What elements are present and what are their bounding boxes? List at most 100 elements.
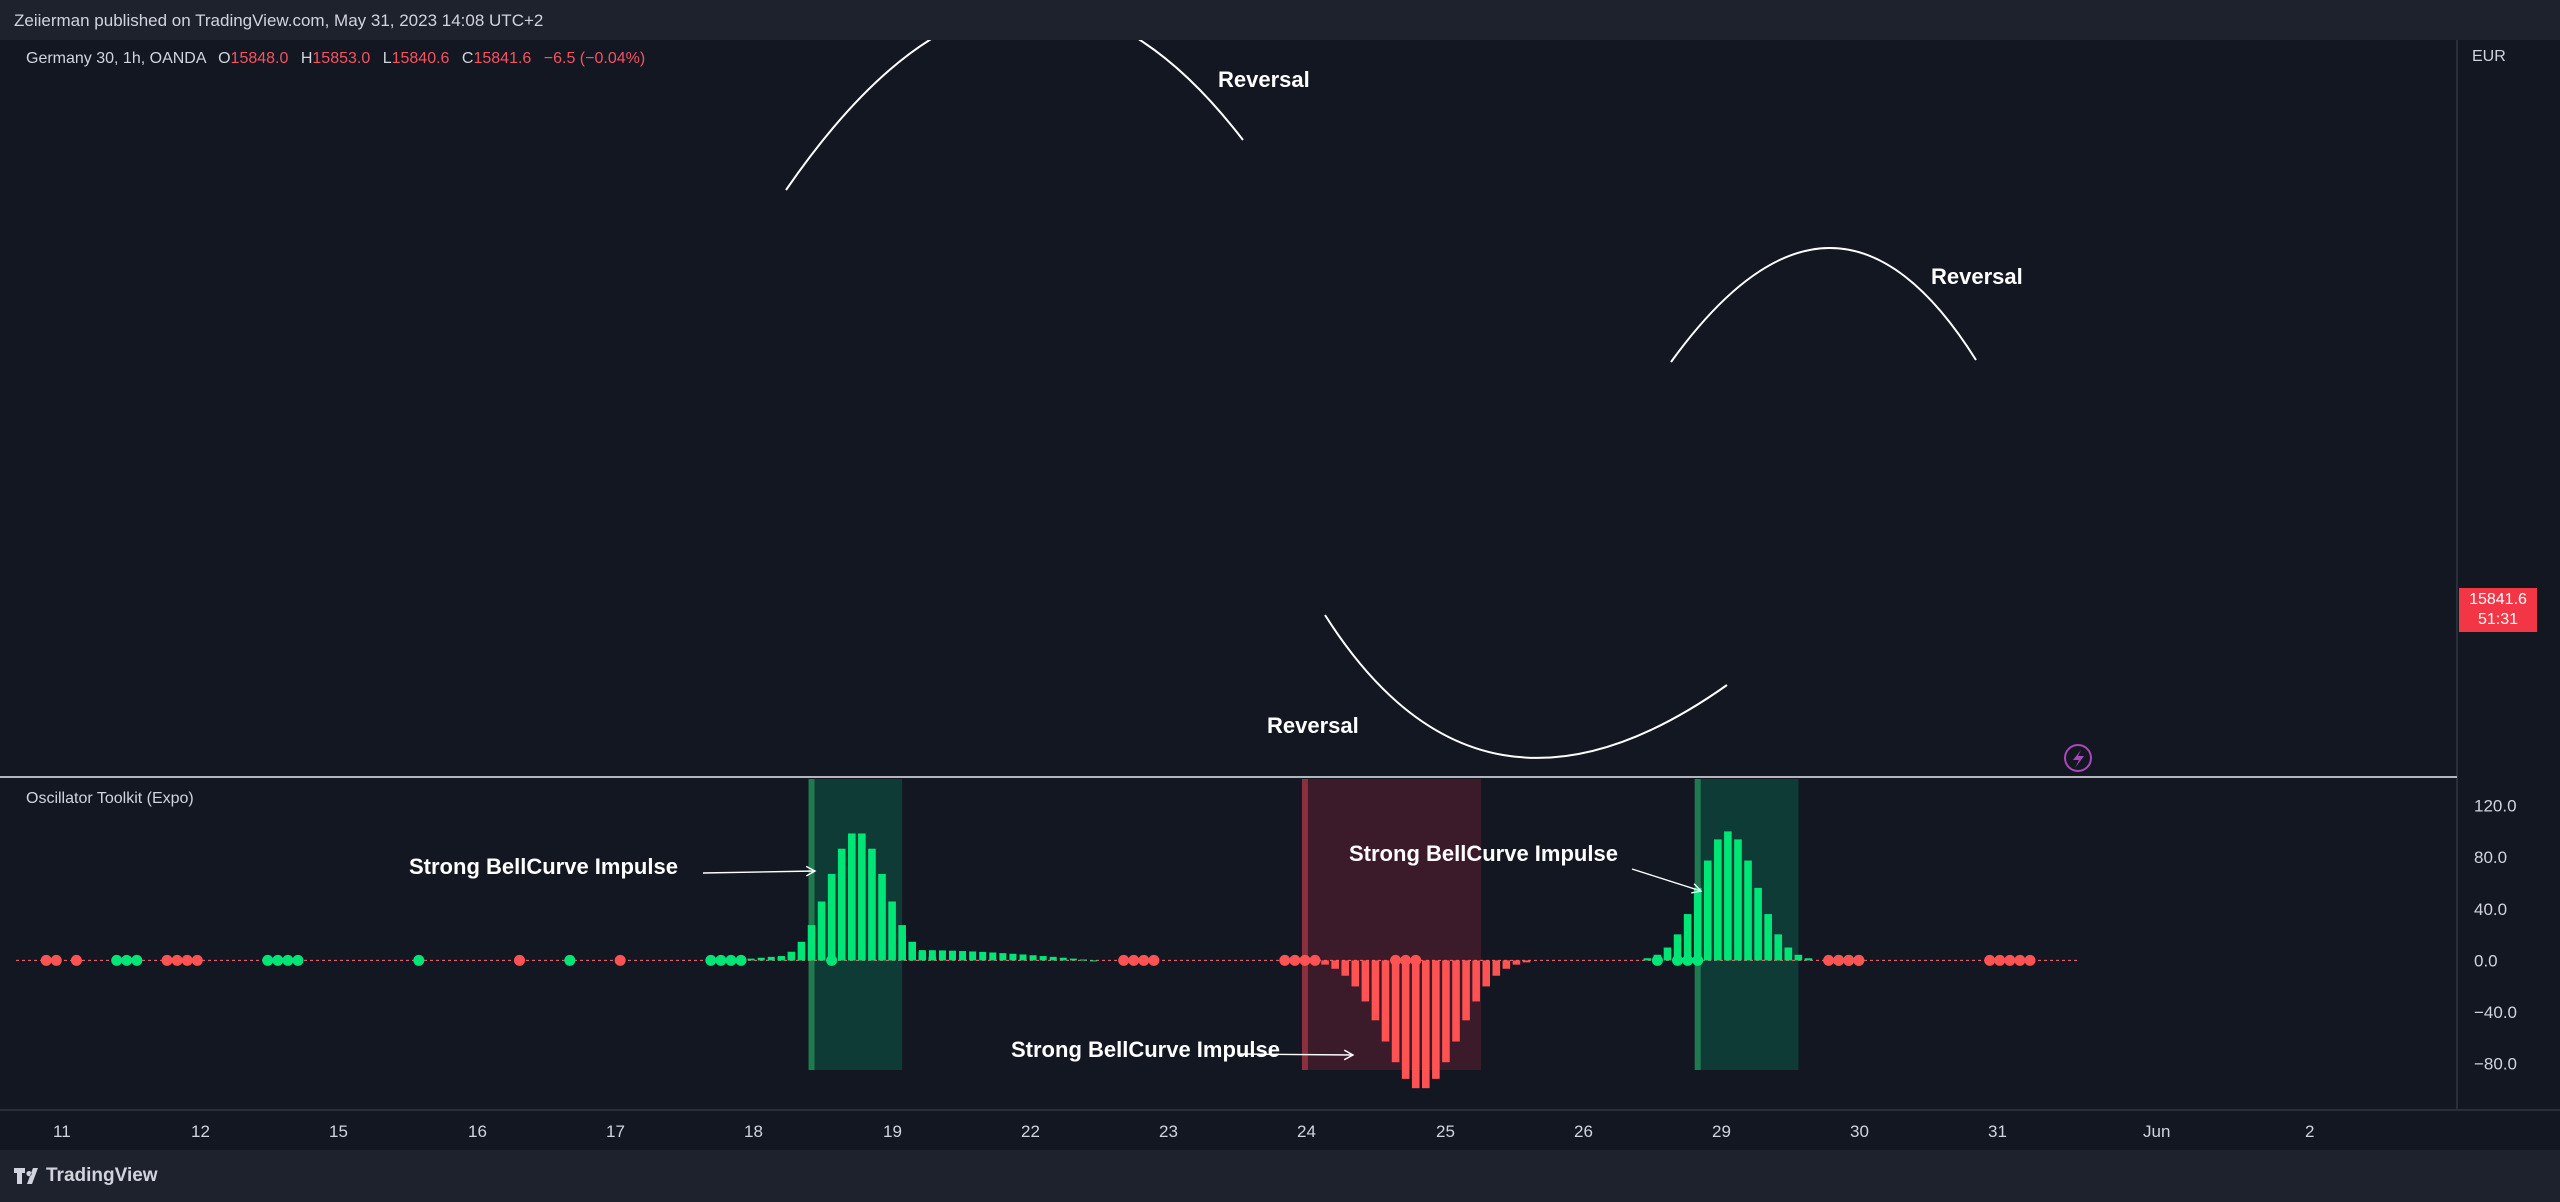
bull-signal-dot <box>413 954 425 966</box>
impulse-label-1: Strong BellCurve Impulse <box>409 854 678 879</box>
oscillator-bar <box>918 951 927 961</box>
top-bar: Zeiierman published on TradingView.com, … <box>0 0 2560 40</box>
impulse-arrowhead-1 <box>805 865 817 877</box>
time-tick-label: 15 <box>329 1122 348 1141</box>
oscillator-bar <box>1351 960 1360 987</box>
oscillator-bar <box>777 956 786 961</box>
bull-signal-dot <box>272 954 284 966</box>
time-tick-label: 12 <box>191 1122 210 1141</box>
oscillator-bar <box>1492 960 1501 976</box>
oscillator-bar <box>949 950 957 961</box>
bull-signal-dot <box>564 954 576 966</box>
oscillator-bar <box>959 951 967 961</box>
currency-label[interactable]: EUR <box>2472 48 2506 65</box>
bull-signal-dot <box>705 954 717 966</box>
oscillator-bar <box>868 848 876 961</box>
impulse-label-2: Strong BellCurve Impulse <box>1349 841 1618 866</box>
oscillator-bar <box>1693 887 1702 961</box>
oscillator-bar <box>1089 960 1097 962</box>
oscillator-bar <box>1029 955 1037 961</box>
oscillator-bar <box>999 953 1007 961</box>
bull-signal-dot <box>1672 954 1684 966</box>
bull-signal-dot <box>292 954 304 966</box>
chart-area[interactable]: ReversalReversalReversal16350.016300.016… <box>0 5 2560 1150</box>
oscillator-bar <box>1049 956 1057 961</box>
oscillator-bar <box>1663 947 1672 961</box>
time-tick-label: 30 <box>1850 1122 1869 1141</box>
oscillator-bar <box>757 957 765 961</box>
symbol-legend[interactable]: Germany 30, 1h, OANDA O15848.0 H15853.0 … <box>26 50 645 68</box>
bull-signal-dot <box>725 954 737 966</box>
oscillator-bar <box>1754 887 1762 961</box>
oscillator-tick-label: 80.0 <box>2474 848 2507 867</box>
reversal-label-1: Reversal <box>1218 67 1310 92</box>
time-tick-label: 17 <box>606 1122 625 1141</box>
bull-signal-dot <box>111 954 123 966</box>
oscillator-bar <box>1381 960 1390 1042</box>
bear-signal-dot <box>2014 954 2026 966</box>
impulse-arrowhead-3 <box>1343 1049 1355 1061</box>
bull-signal-dot <box>1692 954 1704 966</box>
bear-signal-dot <box>1984 954 1996 966</box>
time-tick-label: 26 <box>1574 1122 1593 1141</box>
oscillator-bar <box>1673 934 1682 961</box>
oscillator-bar <box>969 951 977 961</box>
oscillator-bar <box>848 833 856 961</box>
low-value: 15840.6 <box>391 50 450 67</box>
bear-signal-dot <box>1410 954 1422 966</box>
oscillator-bar <box>979 951 987 961</box>
time-tick-label: 18 <box>744 1122 763 1141</box>
oscillator-bar <box>1422 960 1430 1089</box>
time-tick-label: 11 <box>53 1122 71 1141</box>
time-tick-label: 23 <box>1159 1122 1178 1141</box>
tradingview-brand[interactable]: TradingView <box>46 1165 158 1186</box>
bull-signal-dot <box>1682 954 1694 966</box>
time-tick-label: 19 <box>883 1122 902 1141</box>
bear-signal-dot <box>191 954 203 966</box>
time-tick-label: Jun <box>2143 1122 2170 1141</box>
oscillator-bar <box>1009 953 1017 961</box>
oscillator-bar <box>1703 860 1712 961</box>
last-price-badge: 15841.6 51:31 <box>2459 588 2537 632</box>
oscillator-bar <box>1643 958 1652 961</box>
indicator-title[interactable]: Oscillator Toolkit (Expo) <box>26 790 194 807</box>
impulse-zone-edge-2 <box>1301 779 1308 1070</box>
oscillator-bar <box>1442 960 1450 1063</box>
oscillator-bar <box>908 941 917 961</box>
time-tick-label: 29 <box>1712 1122 1731 1141</box>
open-label: O <box>218 50 231 67</box>
oscillator-bar <box>817 901 826 961</box>
oscillator-bar <box>1391 960 1400 1063</box>
oscillator-bar <box>1452 960 1460 1042</box>
bear-signal-dot <box>1843 954 1855 966</box>
impulse-zone-1 <box>811 779 903 1070</box>
oscillator-bar <box>928 956 937 961</box>
bar-countdown: 51:31 <box>2477 611 2519 628</box>
oscillator-bar <box>1462 960 1470 1021</box>
oscillator-bar <box>1502 960 1511 969</box>
oscillator-bar <box>1522 960 1531 963</box>
high-value: 15853.0 <box>312 50 371 67</box>
oscillator-tick-label: 120.0 <box>2474 797 2517 816</box>
bear-signal-dot <box>514 954 525 966</box>
oscillator-bar <box>989 952 997 961</box>
chart-svg[interactable]: ReversalReversalReversal16350.016300.016… <box>0 5 2560 1150</box>
oscillator-bar <box>837 848 846 961</box>
oscillator-bar <box>1744 860 1752 961</box>
bull-signal-dot <box>131 954 143 966</box>
oscillator-bar <box>807 925 816 961</box>
bear-signal-dot <box>1833 954 1845 966</box>
lightning-icon <box>2064 744 2092 772</box>
oscillator-bar <box>858 833 866 961</box>
bottom-bar: TradingView <box>0 1150 2560 1202</box>
reversal-label-2: Reversal <box>1931 264 2023 289</box>
bull-signal-dot <box>1651 954 1663 966</box>
bear-signal-dot <box>2004 954 2016 966</box>
oscillator-bar <box>827 873 836 961</box>
last-price-value: 15841.6 <box>2469 591 2527 608</box>
oscillator-bar <box>1019 954 1027 961</box>
reversal-arc-3 <box>1670 247 1977 363</box>
oscillator-tick-label: 0.0 <box>2474 951 2498 970</box>
tradingview-logo-icon[interactable] <box>14 1166 42 1186</box>
bear-signal-dot <box>1853 954 1865 966</box>
